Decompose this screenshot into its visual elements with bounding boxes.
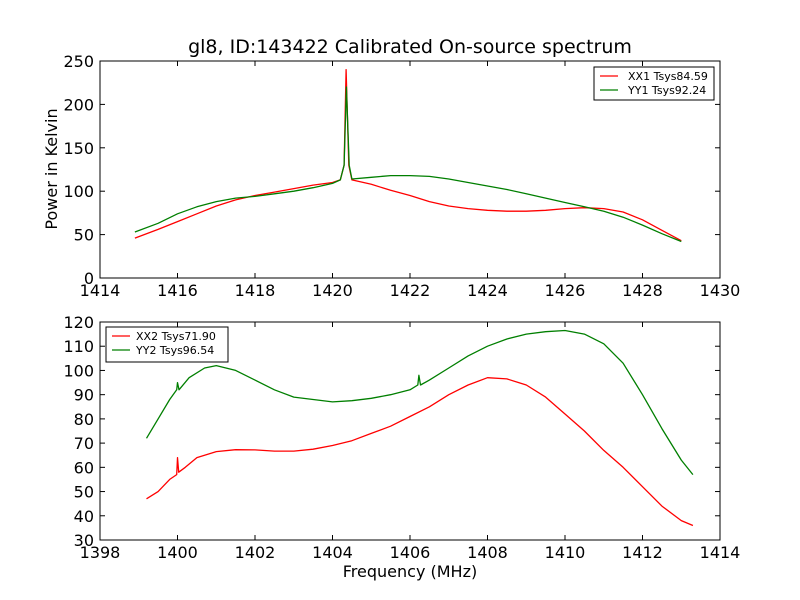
bottom-chart-xlabel: Frequency (MHz) <box>343 562 477 581</box>
y-tick-label: 100 <box>63 361 94 380</box>
y-tick-label: 0 <box>84 269 94 288</box>
x-tick-label: 1416 <box>157 281 198 300</box>
y-tick-label: 150 <box>63 139 94 158</box>
x-tick-label: 1400 <box>157 543 198 562</box>
x-tick-label: 1430 <box>700 281 741 300</box>
x-tick-label: 1418 <box>235 281 276 300</box>
x-tick-label: 1422 <box>390 281 431 300</box>
legend-entry: XX1 Tsys84.59 <box>628 70 708 83</box>
y-tick-label: 50 <box>74 226 94 245</box>
top-chart-plot: 1414 1416 1418 1420 1422 1424 1426 1428 1430 0 50 1… <box>63 52 740 300</box>
y-tick-label: 120 <box>63 313 94 332</box>
series-line-1 <box>134 69 682 242</box>
series-line-2 <box>145 329 694 476</box>
x-tick-label: 1398 <box>80 543 121 562</box>
legend-box <box>105 326 229 363</box>
top-chart-ylabel: Power in Kelvin <box>42 108 61 229</box>
x-tick-label: 1402 <box>235 543 276 562</box>
y-tick-label: 90 <box>74 386 94 405</box>
legend-box <box>593 66 715 101</box>
y-tick-label: 110 <box>63 337 94 356</box>
x-tick-label: 1424 <box>467 281 508 300</box>
x-tick-label: 1414 <box>700 543 741 562</box>
x-tick-label: 1426 <box>545 281 586 300</box>
legend-entry: YY2 Tsys96.54 <box>135 344 214 357</box>
y-tick-label: 70 <box>74 434 94 453</box>
legend-entry: YY1 Tsys92.24 <box>627 84 706 97</box>
x-tick-label: 1420 <box>312 281 353 300</box>
legend-entry: XX2 Tsys71.90 <box>136 330 216 343</box>
y-tick-label: 30 <box>74 531 94 550</box>
x-tick-label: 1412 <box>622 543 663 562</box>
y-tick-label: 100 <box>63 182 94 201</box>
y-tick-label: 50 <box>74 483 94 502</box>
y-tick-label: 60 <box>74 458 94 477</box>
x-tick-label: 1414 <box>80 281 121 300</box>
y-tick-label: 80 <box>74 410 94 429</box>
y-tick-label: 40 <box>74 507 94 526</box>
x-tick-label: 1428 <box>622 281 663 300</box>
y-tick-label: 250 <box>63 52 94 71</box>
top-chart-title: gl8, ID:143422 Calibrated On-source spec… <box>188 36 632 58</box>
bottom-chart-plot: 1398 1400 1402 1404 1406 1408 1410 1412 1414 30 40… <box>63 313 740 562</box>
x-tick-label: 1410 <box>545 543 586 562</box>
x-tick-label: 1408 <box>467 543 508 562</box>
series-line-1 <box>146 377 694 527</box>
x-tick-label: 1404 <box>312 543 353 562</box>
series-line-2 <box>134 86 682 243</box>
x-tick-label: 1406 <box>390 543 431 562</box>
y-tick-label: 200 <box>63 95 94 114</box>
